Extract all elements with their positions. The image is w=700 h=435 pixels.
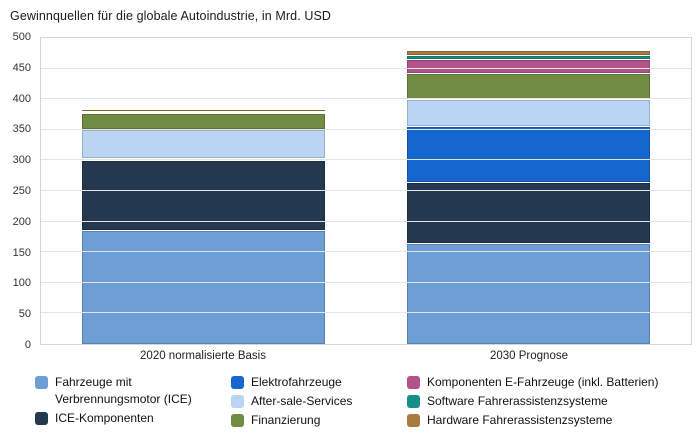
- y-tick-label: 500: [12, 31, 31, 43]
- plot-area: [40, 37, 692, 345]
- bar-segment: [406, 50, 651, 56]
- legend-column: Elektrofahrzeuge After-sale-Services Finan…: [231, 374, 383, 429]
- bar-segment: [406, 99, 651, 126]
- gridline: [41, 67, 691, 69]
- gridline: [41, 190, 691, 191]
- legend-item: After-sale-Services: [231, 393, 383, 410]
- legend-label: Hardware Fahrerassistenzsysteme: [427, 413, 613, 427]
- bar-segment: [81, 129, 326, 158]
- legend-swatch: [407, 414, 420, 427]
- bar-segment: [406, 72, 651, 100]
- gridline: [41, 251, 691, 253]
- bar-segment: [81, 112, 326, 130]
- legend-column: Komponenten E-Fahrzeuge (inkl. Batterien…: [407, 374, 658, 429]
- legend-item: Fahrzeuge mit Verbrennungsmotor (ICE): [35, 374, 207, 408]
- x-axis-labels: 2020 normalisierte Basis 2030 Prognose: [40, 350, 692, 362]
- legend-column: Fahrzeuge mit Verbrennungsmotor (ICE) ICE…: [35, 374, 207, 427]
- legend-swatch: [35, 412, 48, 425]
- bar-segment: [81, 230, 326, 344]
- gridline: [41, 220, 691, 222]
- legend-label: Fahrzeuge mit Verbrennungsmotor (ICE): [55, 375, 192, 406]
- gridline: [41, 159, 691, 161]
- legend-label: Finanzierung: [251, 413, 321, 427]
- y-tick-label: 250: [12, 185, 31, 197]
- legend-item: Hardware Fahrerassistenzsysteme: [407, 412, 658, 429]
- legend-swatch: [231, 395, 244, 408]
- legend-label: ICE-Komponenten: [55, 411, 154, 425]
- legend-label: Software Fahrerassistenzsysteme: [427, 394, 608, 408]
- y-tick-label: 0: [24, 339, 31, 351]
- legend-swatch: [231, 376, 244, 389]
- legend-swatch: [407, 395, 420, 408]
- gridline: [41, 128, 691, 130]
- bar-segment: [406, 243, 651, 344]
- stacked-bar: [81, 38, 326, 344]
- x-axis-label: 2020 normalisierte Basis: [140, 350, 266, 362]
- bar-segment: [81, 160, 326, 231]
- bar-segment: [406, 125, 651, 182]
- bar-segment: [81, 109, 326, 111]
- bar-segment: [81, 111, 326, 113]
- y-tick-label: 150: [12, 246, 31, 259]
- legend-label: Komponenten E-Fahrzeuge (inkl. Batterien…: [427, 375, 659, 389]
- bars: [41, 38, 691, 344]
- legend-swatch: [35, 376, 48, 389]
- legend-label: Elektrofahrzeuge: [251, 375, 342, 389]
- chart-title: Gewinnquellen für die globale Autoindust…: [10, 9, 332, 23]
- y-tick-label: 100: [12, 277, 31, 290]
- legend-item: Elektrofahrzeuge: [231, 374, 383, 391]
- gridline: [41, 281, 691, 283]
- legend-swatch: [407, 376, 420, 389]
- y-tick-label: 200: [12, 215, 31, 228]
- legend: Fahrzeuge mit Verbrennungsmotor (ICE) ICE…: [35, 374, 696, 429]
- bar-segment: [81, 157, 326, 161]
- y-tick-label: 450: [12, 61, 31, 74]
- legend-label: After-sale-Services: [251, 394, 353, 408]
- y-tick-label: 300: [12, 154, 31, 167]
- bar-segment: [406, 59, 651, 73]
- legend-item: Komponenten E-Fahrzeuge (inkl. Batterien…: [407, 374, 658, 391]
- y-tick-label: 350: [12, 123, 31, 136]
- y-axis: 0 50 100 150 200 250 300 350 400 450 500: [0, 31, 36, 351]
- x-axis-label: 2030 Prognose: [489, 350, 568, 362]
- gridline: [41, 312, 691, 314]
- legend-item: ICE-Komponenten: [35, 410, 207, 427]
- legend-item: Finanzierung: [231, 412, 383, 429]
- y-tick-label: 50: [18, 308, 31, 321]
- bar-segment: [81, 110, 326, 112]
- stacked-bar: [406, 38, 651, 344]
- bar-segment: [406, 55, 651, 60]
- y-tick-label: 400: [12, 92, 31, 105]
- bar-segment: [406, 181, 651, 244]
- gridline: [41, 98, 691, 100]
- legend-swatch: [231, 414, 244, 427]
- legend-item: Software Fahrerassistenzsysteme: [407, 393, 658, 410]
